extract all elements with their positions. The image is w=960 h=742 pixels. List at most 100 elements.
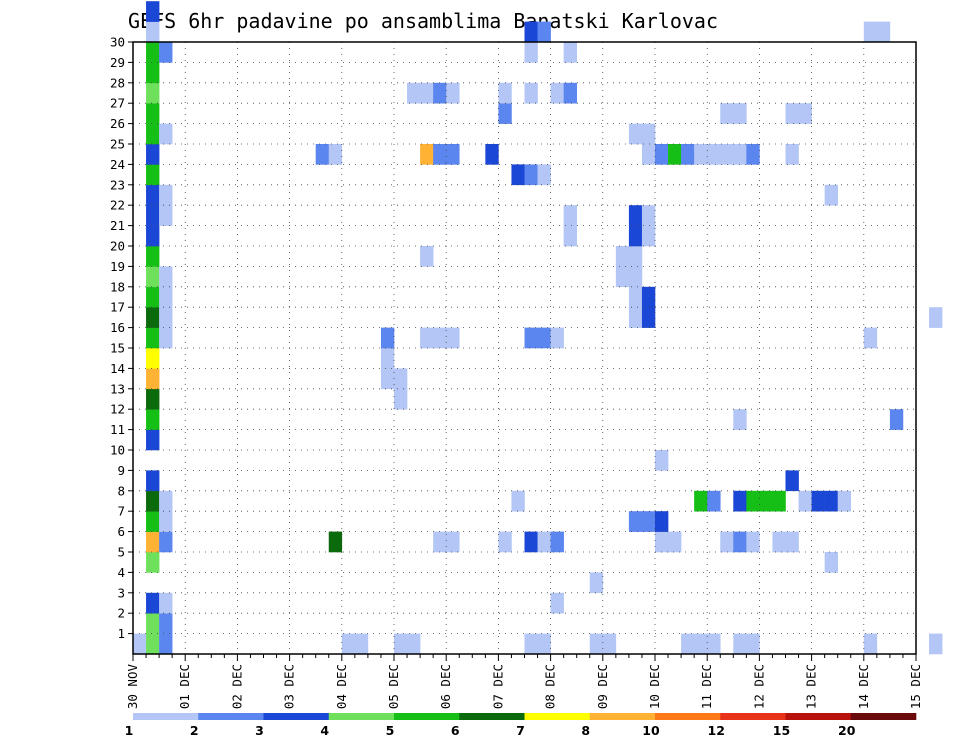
cell (146, 82, 160, 104)
cell (550, 531, 564, 553)
cell (159, 592, 173, 614)
cell (159, 531, 173, 553)
cell (446, 144, 460, 165)
cell (146, 490, 160, 512)
cell (146, 1, 160, 22)
cell (433, 531, 447, 553)
cell (433, 327, 447, 349)
colorbar-swatch (198, 713, 264, 720)
cell (863, 633, 878, 655)
colorbar-swatch (524, 713, 591, 720)
y-tick-label: 1 (117, 626, 125, 641)
cell (733, 490, 747, 512)
colorbar-swatch (263, 713, 330, 720)
cell (798, 103, 812, 124)
cell (420, 144, 434, 165)
y-tick-label: 19 (110, 259, 125, 274)
colorbar-swatch (850, 713, 917, 720)
cell (602, 633, 617, 655)
cell (615, 266, 630, 288)
cell (550, 327, 564, 349)
cell (863, 21, 878, 43)
cell (146, 368, 160, 390)
cell (511, 490, 525, 512)
cell (694, 144, 708, 165)
cell (563, 82, 577, 104)
y-axis: 1234567891011121314151617181920212223242… (110, 35, 133, 641)
cell (159, 307, 173, 328)
y-tick-label: 9 (117, 463, 125, 478)
y-tick-label: 30 (110, 35, 125, 50)
cell (537, 164, 551, 186)
cell (159, 184, 173, 206)
cell (563, 225, 577, 247)
y-tick-label: 24 (110, 157, 125, 172)
cell (837, 490, 852, 512)
grid-layer (133, 42, 916, 654)
y-tick-label: 7 (117, 504, 125, 519)
y-tick-label: 11 (110, 422, 125, 437)
cell (146, 42, 160, 63)
x-tick-label: 13 DEC (804, 664, 819, 709)
colorbar-label: 4 (320, 723, 329, 738)
cell (146, 348, 160, 369)
cell (785, 531, 799, 553)
cell (628, 205, 643, 226)
cell (407, 82, 421, 104)
colorbar-swatch (394, 713, 460, 720)
cell (420, 327, 434, 349)
cell (681, 633, 695, 655)
colorbar-label: 12 (708, 723, 725, 738)
cell (498, 531, 512, 553)
cell (641, 511, 656, 532)
cell (146, 592, 160, 614)
y-tick-label: 15 (110, 341, 125, 356)
cell (589, 633, 604, 655)
colorbar-label: 5 (386, 723, 395, 738)
y-tick-label: 3 (117, 585, 125, 600)
cell (641, 205, 656, 226)
x-tick-label: 10 DEC (647, 664, 662, 709)
cell (446, 82, 460, 104)
cell (746, 633, 760, 655)
cell (628, 266, 643, 288)
y-tick-label: 22 (110, 198, 125, 213)
y-tick-label: 8 (117, 483, 125, 498)
colorbar-label: 8 (581, 723, 590, 738)
cell (159, 205, 173, 226)
cell (394, 633, 408, 655)
cell (159, 633, 173, 655)
y-tick-label: 21 (110, 218, 125, 233)
x-tick-label: 09 DEC (595, 664, 610, 709)
y-tick-label: 18 (110, 279, 125, 294)
x-tick-label: 05 DEC (386, 664, 401, 709)
cell (433, 144, 447, 165)
cell (628, 511, 643, 532)
x-tick-label: 11 DEC (699, 664, 714, 709)
x-tick-label: 01 DEC (177, 664, 192, 709)
cell (876, 21, 891, 43)
cell (159, 286, 173, 308)
cell (550, 592, 564, 614)
cell (146, 388, 160, 410)
cell (641, 307, 656, 328)
cell (146, 103, 160, 124)
y-tick-label: 29 (110, 55, 125, 70)
cell (380, 327, 395, 349)
cell (328, 144, 343, 165)
cell (681, 144, 695, 165)
y-tick-label: 14 (110, 361, 125, 376)
cell (159, 511, 173, 532)
cell (641, 144, 656, 165)
cell (811, 490, 825, 512)
x-tick-label: 30 NOV (125, 664, 140, 710)
x-tick-label: 14 DEC (856, 664, 871, 709)
cell (694, 633, 708, 655)
cell (146, 633, 160, 655)
cell (798, 490, 812, 512)
cell (785, 144, 799, 165)
cell (563, 42, 577, 63)
colorbar: 1 2 3 4 5 6 7 8 10 12 15 20 (125, 713, 917, 738)
colorbar-swatch (328, 713, 395, 720)
